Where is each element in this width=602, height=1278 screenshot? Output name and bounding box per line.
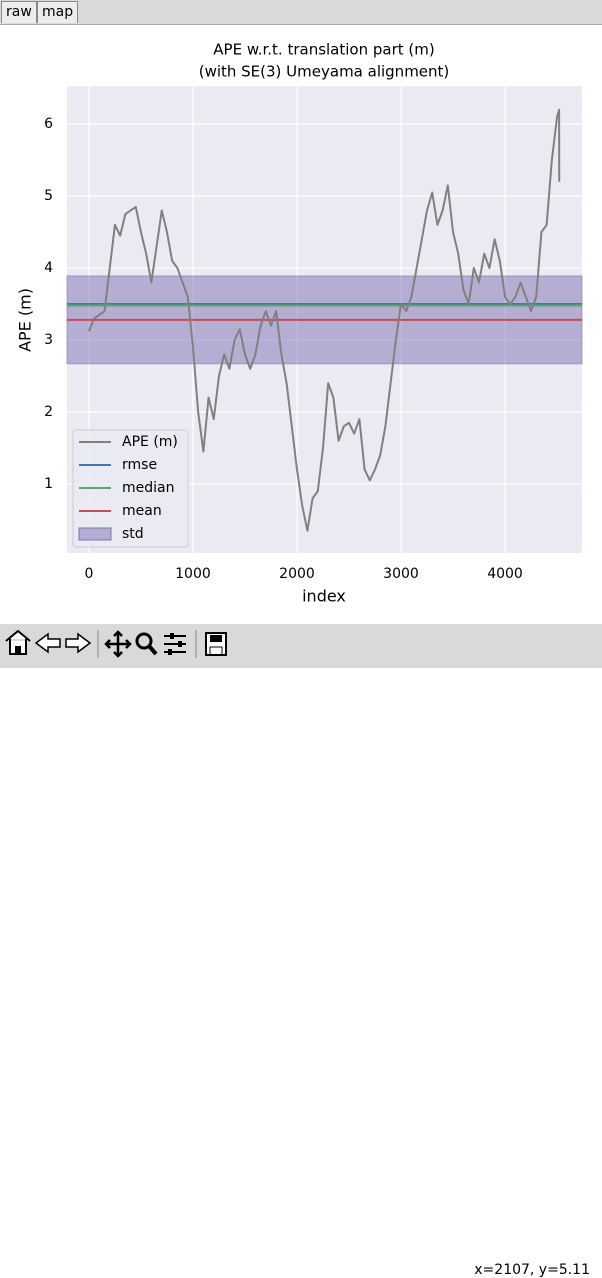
series-line <box>88 108 561 532</box>
x-tick-label: 1000 <box>175 566 211 582</box>
chart-title: APE w.r.t. translation part (m) <box>213 41 434 59</box>
legend-swatch <box>78 527 112 541</box>
y-axis-label: APE (m) <box>16 288 35 352</box>
back-button[interactable] <box>34 632 61 654</box>
configure-button[interactable] <box>164 633 186 655</box>
save-button[interactable] <box>205 632 227 656</box>
zoom-button[interactable] <box>135 632 158 656</box>
status-text: x=2107, y=5.11 <box>474 1262 590 1278</box>
x-tick-label: 4000 <box>487 566 523 582</box>
y-tick-label: 5 <box>44 188 53 204</box>
y-tick-label: 3 <box>44 332 53 348</box>
legend-box <box>72 429 189 548</box>
x-tick-label: 3000 <box>383 566 419 582</box>
y-tick-label: 2 <box>44 404 53 420</box>
tab-bar: raw map <box>0 0 602 25</box>
x-tick-label: 2000 <box>279 566 315 582</box>
legend: APE (m) rmse median mean std <box>72 429 189 548</box>
tab[interactable]: map <box>37 1 79 23</box>
toolbar: x=2107, y=5.11 <box>0 624 602 1278</box>
forward-button[interactable] <box>65 632 92 654</box>
chart-subtitle: (with SE(3) Umeyama alignment) <box>199 63 450 81</box>
y-tick-label: 1 <box>44 476 53 492</box>
legend-label: median <box>122 480 174 496</box>
chart: APE w.r.t. translation part (m) (with SE… <box>16 41 583 606</box>
home-button[interactable] <box>5 629 31 655</box>
toolbar-buttons <box>5 629 227 658</box>
legend-label: mean <box>122 503 162 519</box>
x-axis-label: index <box>302 587 346 606</box>
legend-label: std <box>122 526 144 542</box>
legend-label: rmse <box>122 457 157 473</box>
x-tick-label: 0 <box>84 566 93 582</box>
y-tick-label: 4 <box>44 260 53 276</box>
tab[interactable]: raw <box>1 1 37 23</box>
pan-button[interactable] <box>104 630 132 658</box>
y-tick-label: 6 <box>44 116 53 132</box>
legend-label: APE (m) <box>122 434 178 450</box>
